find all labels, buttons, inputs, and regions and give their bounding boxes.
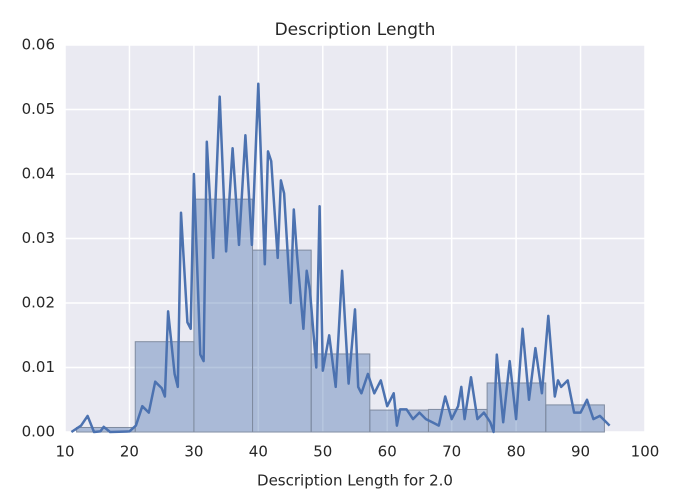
- histogram-bar: [427, 408, 488, 433]
- x-axis-label: Description Length for 2.0: [257, 472, 453, 490]
- y-tick-label: 0.02: [22, 294, 55, 312]
- histogram-bar: [193, 198, 254, 433]
- x-tick-label: 100: [631, 443, 660, 461]
- x-tick-label: 70: [442, 443, 461, 461]
- x-tick-label: 40: [249, 443, 268, 461]
- y-tick-label: 0.00: [22, 423, 55, 441]
- x-tick-label: 10: [55, 443, 74, 461]
- y-tick-label: 0.05: [22, 100, 55, 118]
- x-tick-label: 50: [313, 443, 332, 461]
- x-tick-label: 60: [378, 443, 397, 461]
- chart-title: Description Length: [275, 20, 436, 40]
- y-tick-label: 0.04: [22, 165, 55, 183]
- x-tick-label: 90: [571, 443, 590, 461]
- x-tick-label: 20: [120, 443, 139, 461]
- y-tick-label: 0.01: [22, 358, 55, 376]
- x-tick-label: 30: [184, 443, 203, 461]
- kde-line: [70, 82, 611, 434]
- y-tick-label: 0.06: [22, 36, 55, 54]
- y-tick-label: 0.03: [22, 229, 55, 247]
- histogram-bar: [252, 249, 312, 433]
- x-tick-label: 80: [507, 443, 526, 461]
